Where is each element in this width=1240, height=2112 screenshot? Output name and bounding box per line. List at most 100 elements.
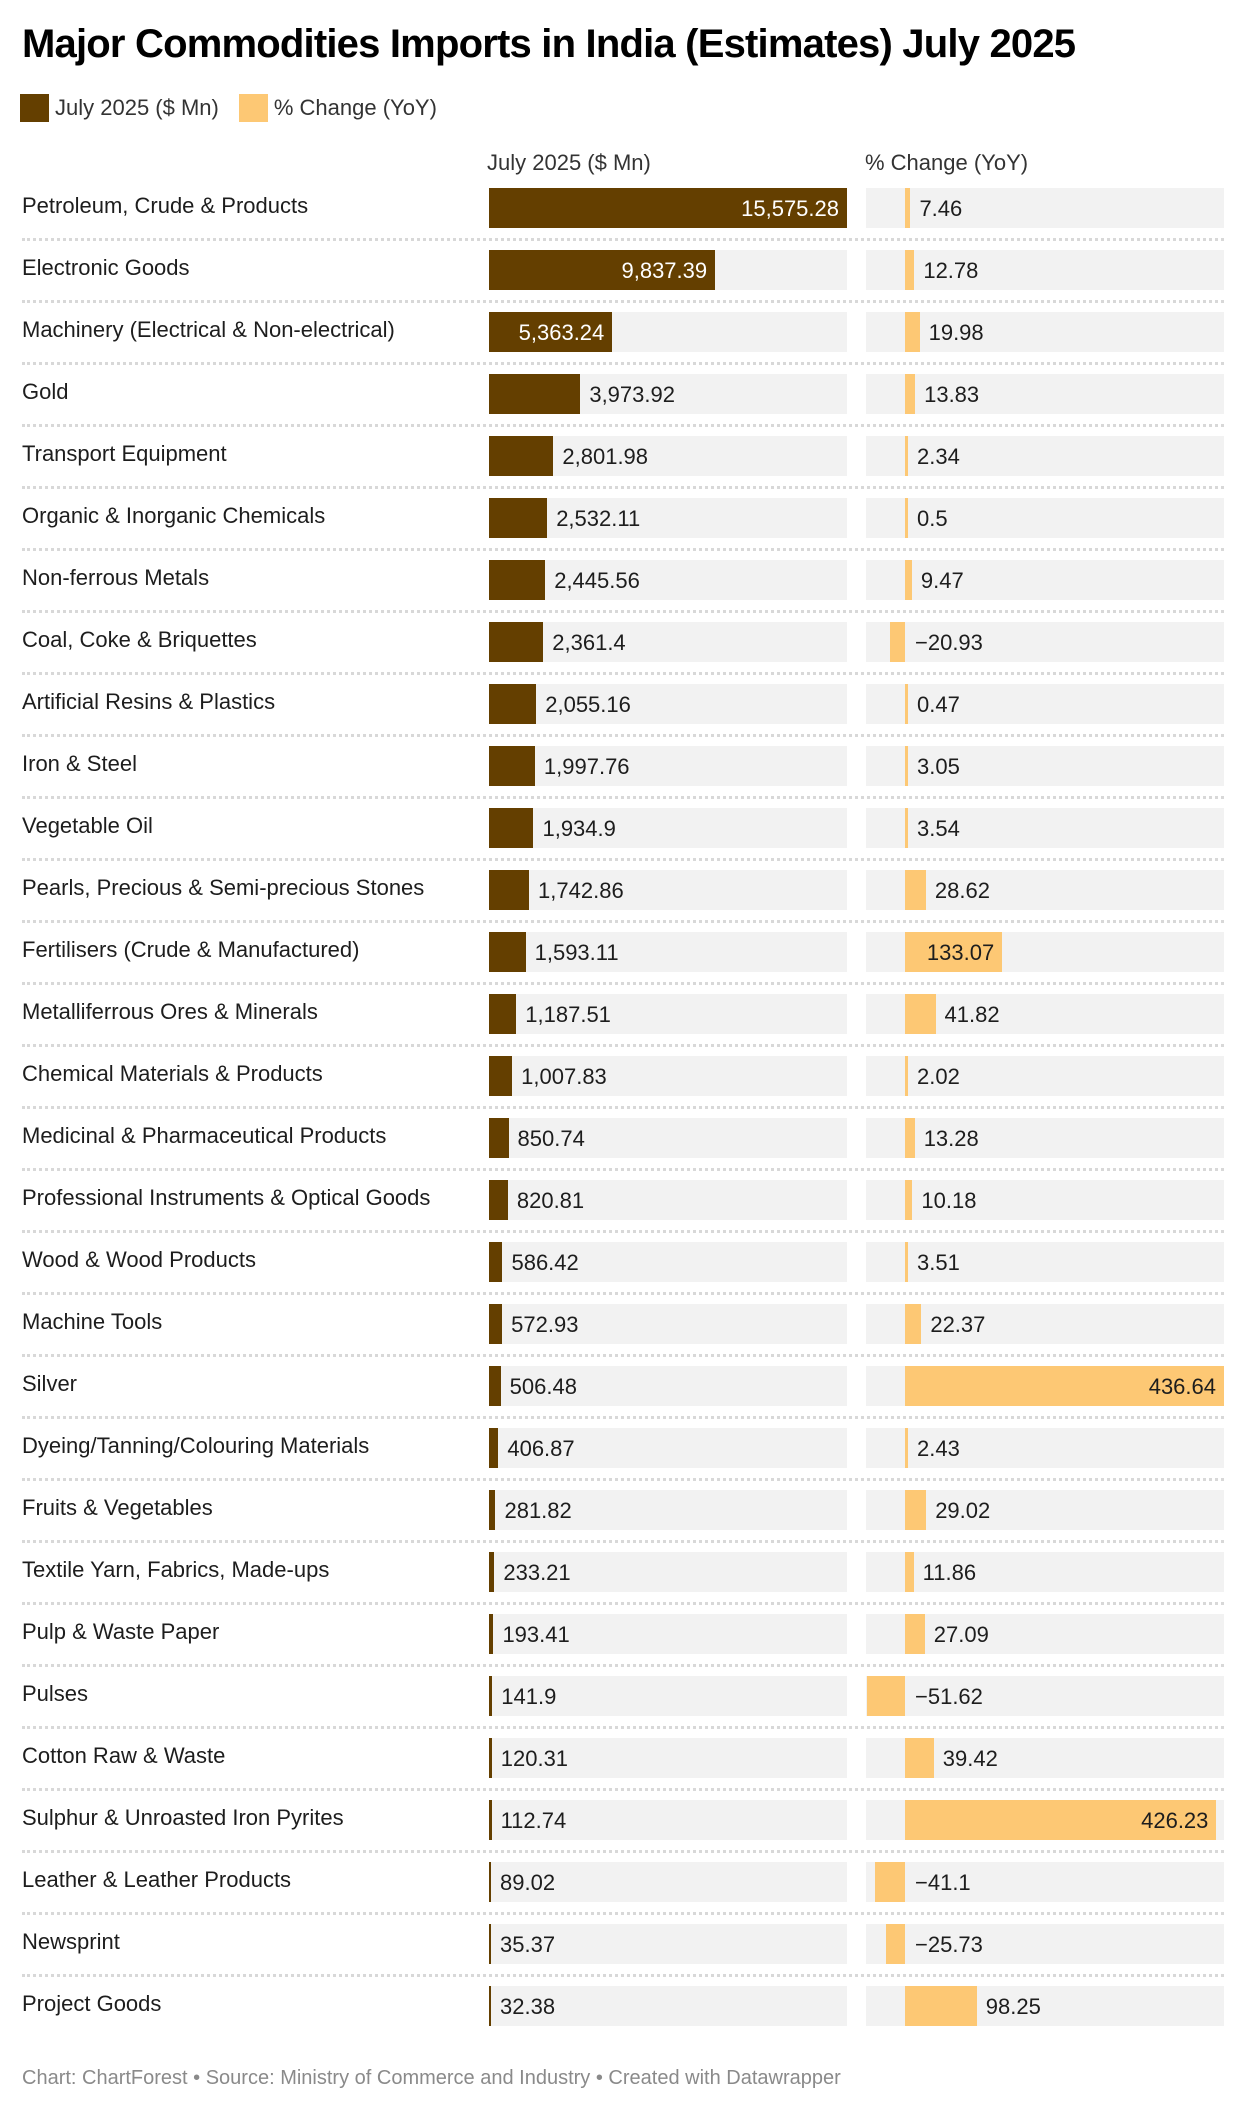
row-divider — [22, 486, 1224, 489]
value-label: 112.74 — [500, 1808, 567, 1833]
value-bar — [489, 1428, 499, 1468]
value-track — [489, 808, 847, 848]
legend-label-change: % Change (YoY) — [273, 95, 437, 120]
row-divider — [22, 1726, 1224, 1729]
value-label: 2,445.56 — [554, 568, 640, 593]
row-divider — [22, 1850, 1224, 1853]
row-divider — [22, 1230, 1224, 1233]
value-label: 820.81 — [516, 1188, 585, 1213]
change-label: 2.43 — [917, 1436, 960, 1461]
value-label: 9,837.39 — [621, 258, 708, 283]
value-bar — [489, 1490, 496, 1530]
row-divider — [22, 1478, 1224, 1481]
value-label: 2,361.4 — [552, 630, 626, 655]
row-label: Newsprint — [22, 1929, 120, 1954]
change-track — [866, 1304, 1224, 1344]
value-bar — [489, 1862, 492, 1902]
value-label: 15,575.28 — [741, 196, 839, 221]
change-bar — [889, 622, 905, 662]
row-divider — [22, 1044, 1224, 1047]
value-label: 2,532.11 — [556, 506, 641, 531]
row-divider — [22, 1292, 1224, 1295]
row-label: Project Goods — [22, 1991, 162, 2016]
row-label: Iron & Steel — [22, 751, 137, 776]
value-track — [489, 1366, 847, 1406]
change-label: 13.83 — [924, 382, 980, 407]
table-row: Organic & Inorganic Chemicals 2,532.11 0.5 — [0, 498, 1240, 538]
row-label: Sulphur & Unroasted Iron Pyrites — [22, 1805, 344, 1830]
change-track — [866, 1056, 1224, 1096]
table-row: Fertilisers (Crude & Manufactured) 1,593.… — [0, 932, 1240, 972]
value-label: 1,934.9 — [542, 816, 616, 841]
change-bar — [905, 1738, 934, 1778]
value-label: 120.31 — [500, 1746, 569, 1771]
change-label: 29.02 — [935, 1498, 991, 1523]
change-label: 133.07 — [926, 940, 995, 965]
value-track — [489, 1552, 847, 1592]
change-label: 0.47 — [917, 692, 960, 717]
row-label: Wood & Wood Products — [22, 1247, 256, 1272]
change-track — [866, 498, 1224, 538]
value-bar — [489, 1242, 503, 1282]
row-label: Pulses — [22, 1681, 89, 1706]
table-row: Silver 506.48 436.64 — [0, 1366, 1240, 1406]
change-bar — [905, 808, 908, 848]
table-row: Metalliferrous Ores & Minerals 1,187.51 41… — [0, 994, 1240, 1034]
value-label: 1,007.83 — [521, 1064, 607, 1089]
row-divider — [22, 920, 1224, 923]
value-label: 2,055.16 — [545, 692, 631, 717]
change-track — [866, 374, 1224, 414]
table-row: Non-ferrous Metals 2,445.56 9.47 — [0, 560, 1240, 600]
row-divider — [22, 362, 1224, 365]
row-divider — [22, 672, 1224, 675]
value-label: 586.42 — [511, 1250, 579, 1275]
table-row: Pearls, Precious & Semi-precious Stones 1… — [0, 870, 1240, 910]
row-divider — [22, 1602, 1224, 1605]
legend-item-change: % Change (YoY) — [238, 94, 437, 122]
change-label: 41.82 — [944, 1002, 1000, 1027]
table-row: Medicinal & Pharmaceutical Products 850.7… — [0, 1118, 1240, 1158]
change-label: 2.02 — [917, 1064, 960, 1089]
change-label: −25.73 — [915, 1932, 983, 1957]
row-label: Electronic Goods — [22, 255, 190, 280]
change-track — [866, 1242, 1224, 1282]
value-bar — [489, 1180, 508, 1220]
row-divider — [22, 1168, 1224, 1171]
change-bar — [905, 1366, 1224, 1406]
table-row: Machinery (Electrical & Non-electrical) 5… — [0, 312, 1240, 352]
value-label: 2,801.98 — [562, 444, 649, 469]
table-row: Artificial Resins & Plastics 2,055.16 0.47 — [0, 684, 1240, 724]
value-bar — [489, 1056, 513, 1096]
value-bar — [489, 1552, 495, 1592]
value-track — [489, 1862, 847, 1902]
change-bar — [905, 436, 908, 476]
change-label: 3.54 — [917, 816, 960, 841]
row-label: Dyeing/Tanning/Colouring Materials — [22, 1433, 370, 1458]
value-bar — [489, 374, 581, 414]
table-row: Machine Tools 572.93 22.37 — [0, 1304, 1240, 1344]
value-bar — [489, 994, 517, 1034]
column-header-value: July 2025 ($ Mn) — [487, 150, 651, 175]
table-row: Transport Equipment 2,801.98 2.34 — [0, 436, 1240, 476]
change-label: 3.05 — [917, 754, 960, 779]
change-bar — [905, 498, 908, 538]
change-bar — [905, 684, 908, 724]
change-bar — [905, 1056, 908, 1096]
change-track — [866, 684, 1224, 724]
value-track — [489, 1056, 847, 1096]
change-track — [866, 560, 1224, 600]
value-label: 141.9 — [501, 1684, 557, 1709]
change-label: −20.93 — [915, 630, 983, 655]
value-label: 35.37 — [500, 1932, 556, 1957]
row-label: Cotton Raw & Waste — [22, 1743, 226, 1768]
row-divider — [22, 796, 1224, 799]
change-bar — [905, 312, 920, 352]
change-label: 13.28 — [923, 1126, 979, 1151]
value-track — [489, 622, 847, 662]
row-label: Professional Instruments & Optical Goods — [22, 1185, 431, 1210]
row-label: Vegetable Oil — [22, 813, 153, 838]
table-row: Professional Instruments & Optical Goods… — [0, 1180, 1240, 1220]
row-divider — [22, 1416, 1224, 1419]
value-bar — [489, 870, 530, 910]
value-label: 281.82 — [504, 1498, 572, 1523]
